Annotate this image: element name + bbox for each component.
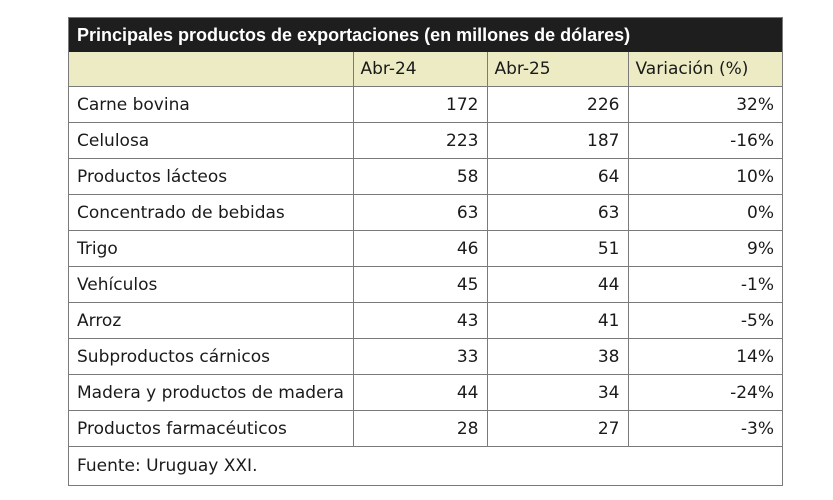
abr24-cell: 28 xyxy=(352,410,487,447)
abr25-cell: 44 xyxy=(486,266,628,303)
product-cell: Madera y productos de madera xyxy=(69,374,353,411)
table-row: Subproductos cárnicos 33 38 14% xyxy=(69,338,782,375)
table-row: Productos farmacéuticos 28 27 -3% xyxy=(69,410,782,447)
variation-cell: -3% xyxy=(627,410,782,447)
abr25-cell: 187 xyxy=(486,122,628,159)
variation-cell: 32% xyxy=(627,86,782,123)
table-row: Madera y productos de madera 44 34 -24% xyxy=(69,374,782,411)
column-header-variation: Variación (%) xyxy=(627,52,782,87)
product-cell: Trigo xyxy=(69,230,353,267)
abr25-cell: 41 xyxy=(486,302,628,339)
variation-cell: -24% xyxy=(627,374,782,411)
variation-cell: -1% xyxy=(627,266,782,303)
abr24-cell: 33 xyxy=(352,338,487,375)
table-row: Trigo 46 51 9% xyxy=(69,230,782,267)
product-cell: Vehículos xyxy=(69,266,353,303)
product-cell: Productos lácteos xyxy=(69,158,353,195)
abr25-cell: 27 xyxy=(486,410,628,447)
exports-table-card: Principales productos de exportaciones (… xyxy=(68,17,783,486)
abr24-cell: 46 xyxy=(352,230,487,267)
table-row: Celulosa 223 187 -16% xyxy=(69,122,782,159)
table-row: Arroz 43 41 -5% xyxy=(69,302,782,339)
table-body: Carne bovina 172 226 32% Celulosa 223 187 -16% P… xyxy=(69,86,782,447)
abr25-cell: 51 xyxy=(486,230,628,267)
abr25-cell: 34 xyxy=(486,374,628,411)
table-row: Carne bovina 172 226 32% xyxy=(69,86,782,123)
footer-row: Fuente: Uruguay XXI. xyxy=(69,446,782,485)
table-row: Productos lácteos 58 64 10% xyxy=(69,158,782,195)
product-cell: Carne bovina xyxy=(77,94,190,115)
abr24-cell: 58 xyxy=(352,158,487,195)
product-cell: Subproductos cárnicos xyxy=(69,338,353,375)
header-row: Abr-24 Abr-25 Variación (%) xyxy=(69,52,782,87)
abr24-cell: 43 xyxy=(352,302,487,339)
column-header-abr24: Abr-24 xyxy=(352,52,487,87)
exports-table: Abr-24 Abr-25 Variación (%) Carne bovina… xyxy=(69,52,782,485)
product-cell: Concentrado de bebidas xyxy=(69,194,353,231)
abr25-cell: 64 xyxy=(486,158,628,195)
abr25-cell: 38 xyxy=(486,338,628,375)
table-title: Principales productos de exportaciones (… xyxy=(69,18,782,52)
abr25-cell: 63 xyxy=(486,194,628,231)
abr24-cell: 63 xyxy=(352,194,487,231)
variation-cell: 10% xyxy=(627,158,782,195)
abr24-cell: 45 xyxy=(352,266,487,303)
source-note: Fuente: Uruguay XXI. xyxy=(69,446,782,485)
variation-cell: 14% xyxy=(627,338,782,375)
product-cell: Celulosa xyxy=(69,122,353,159)
variation-cell: 0% xyxy=(627,194,782,231)
abr24-cell: 223 xyxy=(352,122,487,159)
column-header-abr25: Abr-25 xyxy=(486,52,628,87)
abr24-cell: 172 xyxy=(352,86,487,123)
product-cell: Productos farmacéuticos xyxy=(69,410,353,447)
table-row: Concentrado de bebidas 63 63 0% xyxy=(69,194,782,231)
abr25-cell: 226 xyxy=(486,86,628,123)
column-header-product xyxy=(69,52,353,87)
variation-cell: 9% xyxy=(627,230,782,267)
product-cell: Arroz xyxy=(69,302,353,339)
variation-cell: -5% xyxy=(627,302,782,339)
abr24-cell: 44 xyxy=(352,374,487,411)
table-row: Vehículos 45 44 -1% xyxy=(69,266,782,303)
variation-cell: -16% xyxy=(627,122,782,159)
